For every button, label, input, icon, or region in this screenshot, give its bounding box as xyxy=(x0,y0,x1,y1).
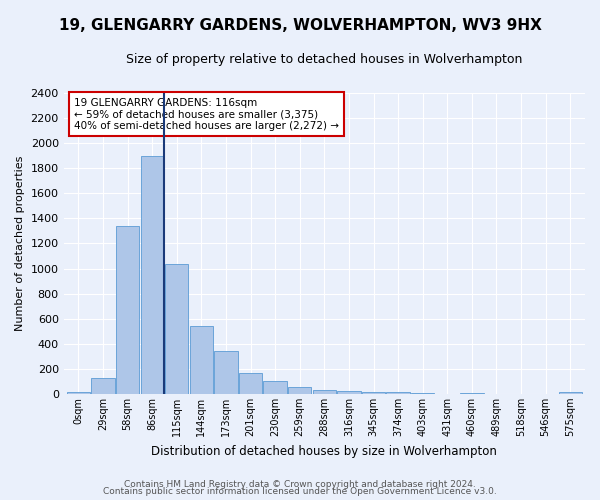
Bar xyxy=(362,392,385,394)
Bar xyxy=(214,352,238,394)
Bar xyxy=(91,378,115,394)
Bar xyxy=(140,156,164,394)
Bar xyxy=(288,387,311,394)
Bar xyxy=(190,326,213,394)
Text: Contains public sector information licensed under the Open Government Licence v3: Contains public sector information licen… xyxy=(103,487,497,496)
Bar xyxy=(337,391,361,394)
Bar xyxy=(411,392,434,394)
Bar xyxy=(165,264,188,394)
Bar xyxy=(559,392,582,394)
Bar xyxy=(460,392,484,394)
Bar xyxy=(313,390,336,394)
Bar xyxy=(386,392,410,394)
Bar xyxy=(67,392,90,394)
Bar xyxy=(116,226,139,394)
Text: 19 GLENGARRY GARDENS: 116sqm
← 59% of detached houses are smaller (3,375)
40% of: 19 GLENGARRY GARDENS: 116sqm ← 59% of de… xyxy=(74,98,339,131)
Bar xyxy=(239,373,262,394)
X-axis label: Distribution of detached houses by size in Wolverhampton: Distribution of detached houses by size … xyxy=(151,444,497,458)
Y-axis label: Number of detached properties: Number of detached properties xyxy=(15,156,25,331)
Bar xyxy=(263,380,287,394)
Text: Contains HM Land Registry data © Crown copyright and database right 2024.: Contains HM Land Registry data © Crown c… xyxy=(124,480,476,489)
Title: Size of property relative to detached houses in Wolverhampton: Size of property relative to detached ho… xyxy=(126,52,523,66)
Text: 19, GLENGARRY GARDENS, WOLVERHAMPTON, WV3 9HX: 19, GLENGARRY GARDENS, WOLVERHAMPTON, WV… xyxy=(59,18,541,32)
